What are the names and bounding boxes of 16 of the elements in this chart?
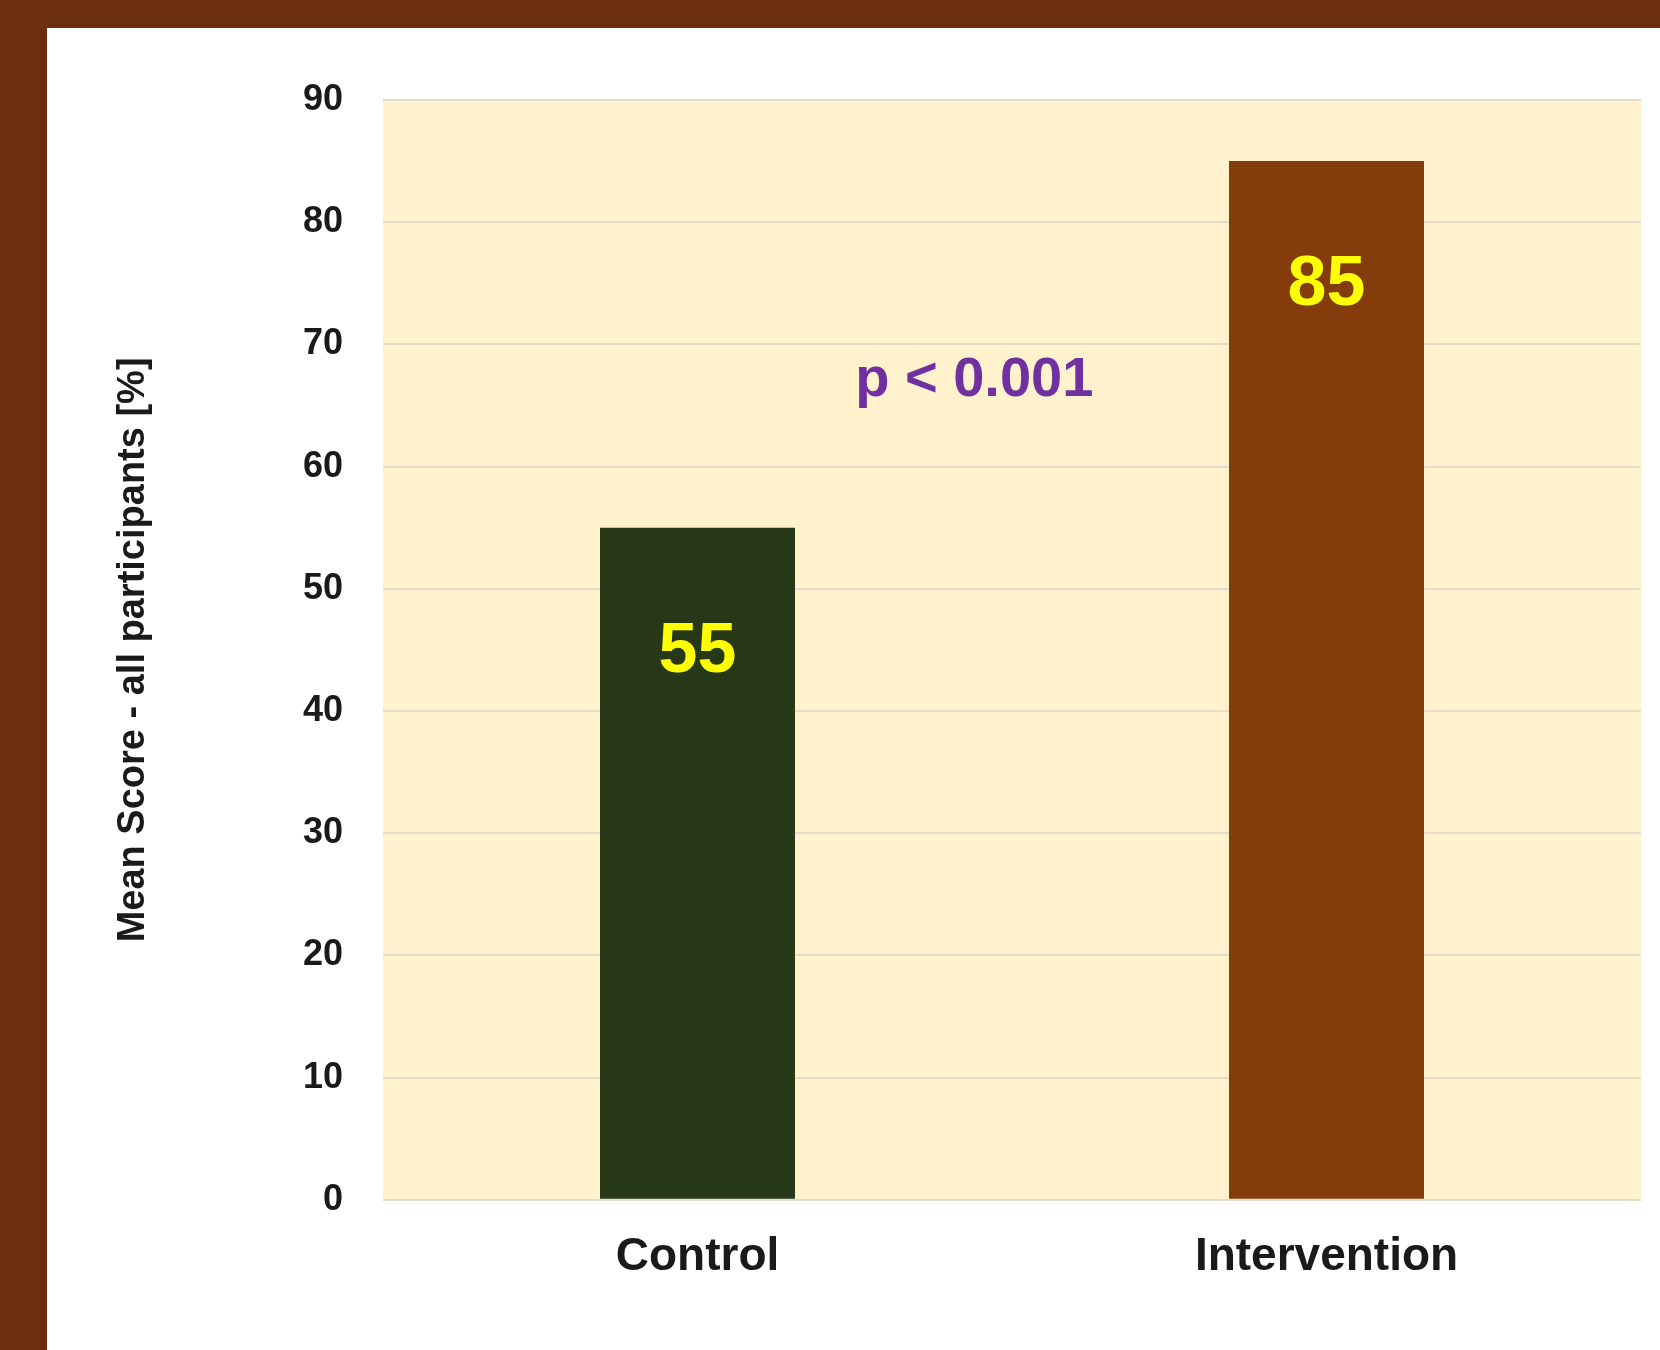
y-tick-label: 60	[302, 443, 343, 485]
y-tick-label: 50	[302, 565, 343, 607]
data-label: 85	[1287, 242, 1366, 321]
annotation: p < 0.001	[855, 344, 1094, 408]
x-tick-label: Intervention	[1194, 1228, 1459, 1281]
y-tick-label: 40	[302, 687, 343, 729]
y-tick-label: 10	[302, 1054, 343, 1096]
y-tick-label: 90	[302, 76, 343, 118]
y-tick-label: 70	[302, 321, 343, 363]
y-tick-label: 0	[322, 1176, 343, 1218]
x-tick-label: Control	[615, 1228, 780, 1281]
y-tick-label: 20	[302, 932, 343, 974]
data-label: 55	[658, 609, 737, 687]
y-axis-title: Mean Score - all participants [%]	[110, 357, 153, 943]
y-tick-label: 80	[302, 199, 343, 241]
y-tick-label: 30	[302, 810, 343, 852]
